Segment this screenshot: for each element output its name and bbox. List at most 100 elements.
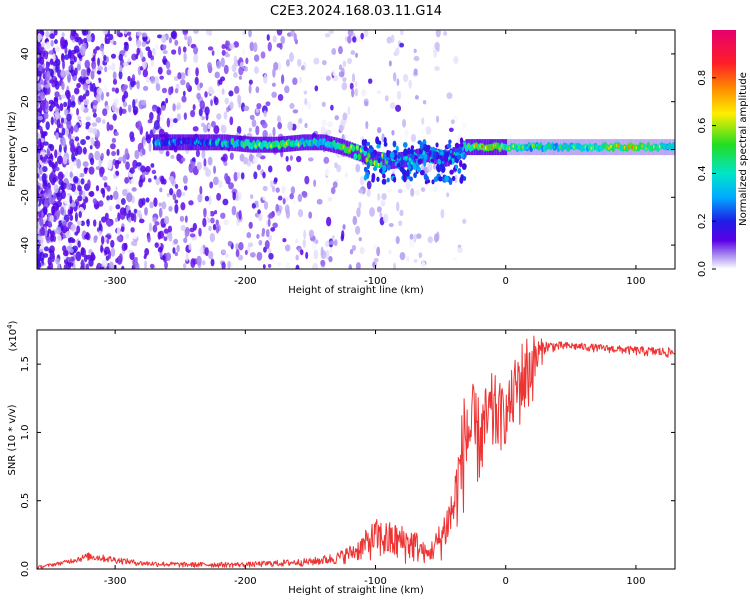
spectrogram-noise-blob xyxy=(56,118,61,129)
spectrogram-noise-blob xyxy=(51,230,55,237)
spectrogram-noise-blob xyxy=(107,65,112,71)
spectrogram-noise-blob xyxy=(363,30,369,38)
spectrogram-noise-blob xyxy=(41,137,45,143)
spectrogram-noise-blob xyxy=(108,205,113,212)
spectrogram-noise-blob xyxy=(184,34,188,41)
spectrogram-noise-blob xyxy=(61,127,66,136)
spectrogram-noise-blob xyxy=(123,242,128,251)
spectrogram-noise-blob xyxy=(229,101,234,110)
spectrogram-noise-blob xyxy=(408,238,415,248)
spectrogram-noise-blob xyxy=(50,39,54,47)
spectrogram-noise-blob xyxy=(204,91,208,98)
spectrogram-noise-blob xyxy=(133,208,138,214)
spectrogram-noise-blob xyxy=(37,83,42,92)
spectrogram-noise-blob xyxy=(388,60,392,67)
spectrogram-noise-blob xyxy=(131,74,136,82)
spectrogram-ridge-core xyxy=(353,153,358,161)
spectrogram-noise-blob xyxy=(55,226,62,235)
spectrogram-noise-blob xyxy=(372,261,376,268)
y-tick-label: 1.5 xyxy=(20,356,31,372)
spectrogram-noise-blob xyxy=(158,202,162,207)
spectrogram-noise-blob xyxy=(56,192,63,202)
spectrogram-noise-blob xyxy=(83,167,88,175)
spectrogram-noise-blob xyxy=(67,104,70,111)
spectrogram-noise-blob xyxy=(224,253,229,259)
spectrogram-noise-blob xyxy=(415,189,420,196)
spectrogram-noise-blob xyxy=(207,156,213,166)
spectrogram-ridge-core xyxy=(423,153,428,161)
spectrogram-noise-blob xyxy=(145,165,151,173)
spectrogram-noise-blob xyxy=(53,97,59,107)
spectrogram-turbulence-blob xyxy=(379,168,383,173)
spectrogram-noise-blob xyxy=(92,127,98,135)
spectrogram-noise-blob xyxy=(138,179,143,188)
spectrogram-noise-blob xyxy=(409,233,414,240)
spectrogram-noise-blob xyxy=(258,239,263,246)
spectrogram-noise-blob xyxy=(395,47,400,56)
spectrogram-noise-blob xyxy=(80,178,85,185)
spectrogram-noise-blob xyxy=(61,81,65,91)
spectrogram-noise-blob xyxy=(119,106,123,117)
spectrogram-turbulence-blob xyxy=(399,166,403,172)
spectrogram-noise-blob xyxy=(204,247,209,257)
spectrogram-noise-blob xyxy=(233,71,238,78)
spectrogram-noise-blob xyxy=(313,57,320,65)
spectrogram-noise-blob xyxy=(43,180,47,187)
spectrogram-noise-blob xyxy=(151,47,156,57)
spectrogram-noise-blob xyxy=(102,108,108,117)
spectrogram-noise-blob xyxy=(101,50,105,57)
spectrogram-noise-blob xyxy=(321,60,327,66)
spectrogram-noise-blob xyxy=(153,120,160,130)
spectrogram-noise-blob xyxy=(78,211,82,218)
snr-multiplier: (x104) xyxy=(6,320,19,351)
spectrogram-noise-blob xyxy=(141,32,148,38)
spectrogram-noise-blob xyxy=(205,168,212,177)
spectrogram-noise-blob xyxy=(270,227,276,232)
spectrogram-noise-blob xyxy=(39,216,44,226)
spectrogram-noise-blob xyxy=(348,264,352,269)
spectrogram-noise-blob xyxy=(221,261,226,269)
spectrogram-noise-blob xyxy=(433,163,437,170)
spectrogram-noise-blob xyxy=(384,95,389,102)
spectrogram-noise-blob xyxy=(231,64,237,73)
spectrogram-turbulence-blob xyxy=(410,148,414,155)
spectrogram-noise-blob xyxy=(147,178,152,183)
spectrogram-noise-blob xyxy=(37,206,40,211)
spectrogram-noise-blob xyxy=(183,185,188,191)
spectrogram-noise-blob xyxy=(338,124,344,131)
spectrogram-noise-blob xyxy=(292,198,298,205)
spectrogram-noise-blob xyxy=(74,67,78,76)
spectrogram-noise-blob xyxy=(207,46,214,51)
spectrogram-noise-blob xyxy=(61,182,67,190)
spectrogram-noise-blob xyxy=(387,188,392,193)
spectrogram-turbulence-blob xyxy=(459,137,464,144)
spectrogram-noise-blob xyxy=(70,202,77,208)
spectrogram-turbulence-blob xyxy=(444,175,450,183)
spectrogram-noise-blob xyxy=(301,191,308,198)
spectrogram-noise-blob xyxy=(162,49,168,55)
spectrogram-noise-blob xyxy=(366,180,372,190)
spectrogram-noise-blob xyxy=(40,41,46,48)
spectrogram-noise-blob xyxy=(405,180,411,190)
spectrogram-turbulence-blob xyxy=(419,169,425,176)
spectrogram-noise-blob xyxy=(111,150,116,157)
spectrogram-noise-blob xyxy=(111,87,116,92)
spectrogram-noise-blob xyxy=(273,177,278,183)
spectrogram-noise-blob xyxy=(420,187,426,192)
spectrogram-noise-blob xyxy=(413,68,418,76)
spectrogram-noise-blob xyxy=(332,181,338,189)
spectrogram-noise-blob xyxy=(37,138,42,147)
spectrogram-noise-blob xyxy=(334,115,340,121)
spectrogram-noise-blob xyxy=(272,222,278,229)
spectrogram-noise-blob xyxy=(413,233,417,243)
spectrogram-noise-blob xyxy=(48,196,54,205)
spectrogram-noise-blob xyxy=(452,256,458,261)
spectrogram-noise-blob xyxy=(130,31,137,39)
spectrogram-noise-blob xyxy=(325,75,331,81)
spectrogram-noise-blob xyxy=(159,187,163,193)
spectrogram-turbulence-blob xyxy=(416,166,421,173)
spectrogram-noise-blob xyxy=(228,90,234,97)
spectrogram-noise-blob xyxy=(64,54,70,61)
spectrogram-noise-blob xyxy=(196,92,201,100)
